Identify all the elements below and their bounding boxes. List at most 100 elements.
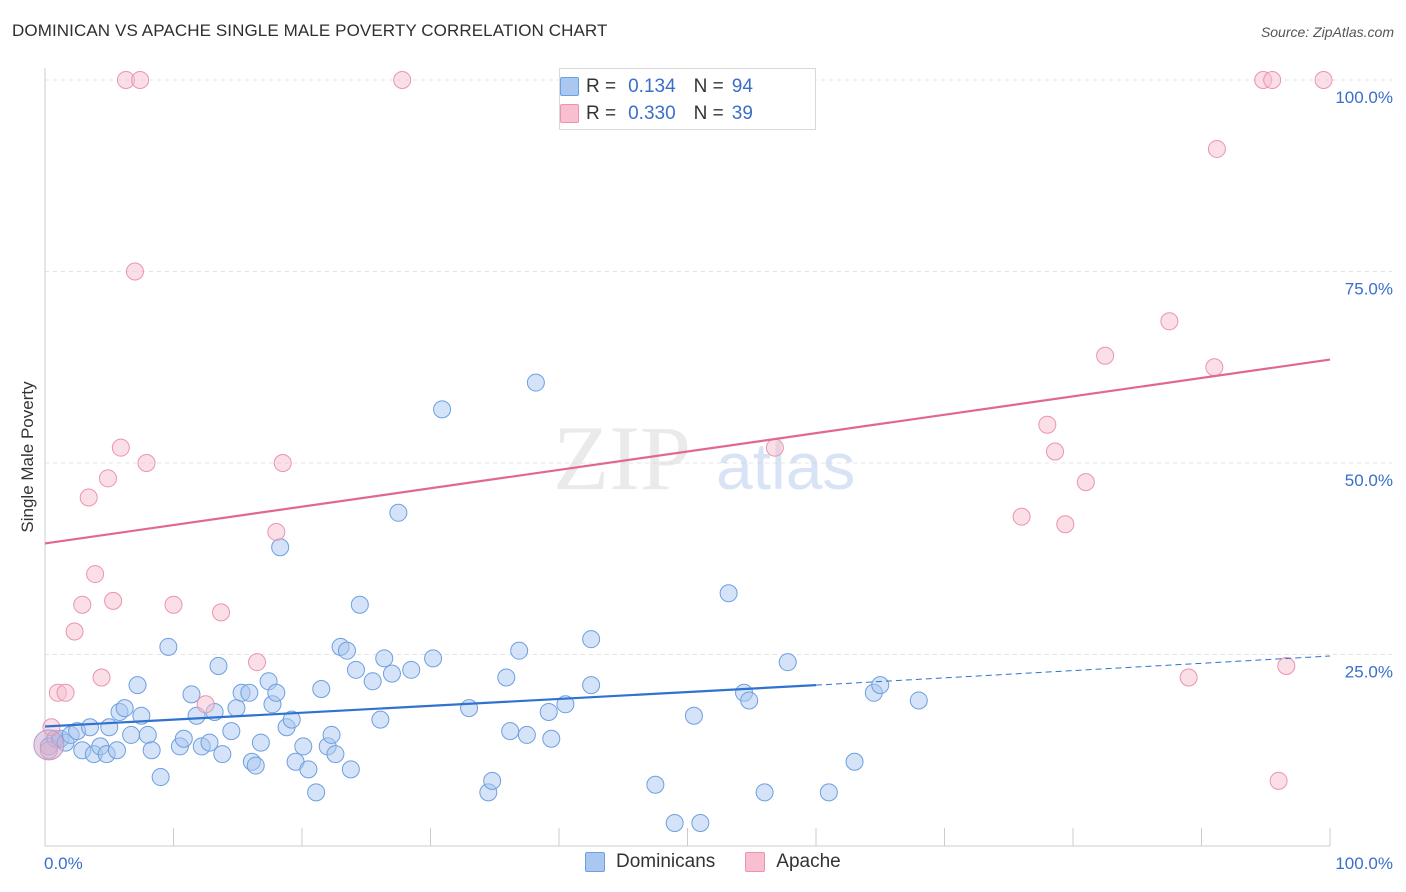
legend-swatch-dominicans: [585, 852, 605, 872]
chart-title: DOMINICAN VS APACHE SINGLE MALE POVERTY …: [12, 21, 608, 40]
dominicans-point: [271, 538, 290, 557]
apache-point: [111, 438, 130, 457]
apache-point: [98, 469, 117, 488]
dominicans-point: [582, 630, 601, 649]
dominicans-point: [646, 775, 665, 794]
legend-n-label: N =: [693, 76, 724, 97]
dominicans-point: [128, 676, 147, 695]
series-legend: Dominicans Apache: [585, 851, 871, 873]
legend-label-apache: Apache: [776, 851, 841, 872]
apache-trend-line: [44, 358, 1331, 545]
watermark-atlas: atlas: [716, 429, 855, 503]
dominicans-point: [517, 725, 536, 744]
dominicans-point: [845, 752, 864, 771]
y-tick-label: 100.0%: [1335, 88, 1393, 107]
dominicans-point: [107, 741, 126, 760]
dominicans-point: [460, 699, 479, 718]
dominicans-point: [350, 595, 369, 614]
dominicans-point: [389, 503, 408, 522]
apache-point: [164, 595, 183, 614]
apache-point: [65, 622, 84, 641]
dominicans-point: [424, 649, 443, 668]
dominicans-point: [138, 725, 157, 744]
dominicans-point: [251, 733, 270, 752]
dominicans-point: [115, 699, 134, 718]
dominicans-point: [246, 756, 265, 775]
apache-point: [1263, 71, 1282, 89]
apache-point: [212, 603, 231, 622]
tick-labels: 25.0% 50.0% 75.0% 100.0% 0.0% 100.0%: [44, 88, 1393, 873]
legend-item-dominicans[interactable]: Dominicans: [585, 851, 715, 873]
dominicans-point: [100, 718, 119, 737]
dominicans-point: [312, 679, 331, 698]
y-tick-label: 75.0%: [1345, 280, 1393, 299]
legend-n-label: N =: [693, 103, 724, 124]
legend-label-dominicans: Dominicans: [616, 851, 716, 872]
y-axis-label: Single Male Poverty: [18, 381, 37, 533]
apache-point: [1314, 71, 1333, 89]
dominicans-point: [501, 722, 520, 741]
dominicans-point: [326, 745, 345, 764]
dominicans-point: [691, 814, 710, 833]
apache-point: [1269, 771, 1288, 790]
dominicans-point: [174, 729, 193, 748]
dominicans-point: [483, 771, 502, 790]
dominicans-point: [755, 783, 774, 802]
legend-swatch-apache: [745, 852, 766, 872]
apache-point: [1096, 346, 1115, 365]
apache-point: [1277, 656, 1296, 675]
dominicans-point: [719, 584, 738, 603]
apache-point: [273, 454, 292, 472]
dominicans-point: [556, 695, 575, 714]
legend-row-dominicans: R = 0.134 N = 94: [560, 75, 753, 99]
watermark: ZIP atlas: [553, 407, 855, 509]
dominicans-point: [871, 676, 890, 695]
dominicans-point: [909, 691, 928, 710]
apache-point: [1076, 473, 1095, 492]
apache-point: [1046, 442, 1065, 461]
apache-point: [393, 71, 412, 89]
dominicans-point: [510, 641, 529, 660]
dominicans-point: [222, 722, 241, 741]
y-tick-label: 50.0%: [1345, 471, 1393, 490]
legend-n-value: 94: [731, 76, 753, 97]
dominicans-point: [341, 760, 360, 779]
dominicans-point: [526, 373, 545, 392]
legend-row-apache: R = 0.330 N = 39: [560, 102, 753, 126]
apache-point: [79, 488, 98, 507]
dominicans-point: [582, 676, 601, 695]
dominicans-point: [539, 702, 558, 721]
dominicans-trend-extension: [815, 655, 1331, 686]
dominicans-point: [227, 699, 246, 718]
axes: [44, 68, 1331, 847]
dominicans-point: [122, 725, 141, 744]
dominicans-point: [382, 664, 401, 683]
dominicans-trend-line: [44, 684, 817, 728]
dominicans-point: [819, 783, 838, 802]
watermark-zip: ZIP: [553, 407, 691, 509]
apache-point: [1179, 668, 1198, 687]
apache-point: [1207, 139, 1226, 158]
dominicans-point: [240, 683, 259, 702]
cluster-point: [33, 729, 65, 761]
apache-point: [1012, 507, 1031, 526]
apache-point: [267, 522, 286, 541]
dominicans-point: [740, 691, 759, 710]
source-label: Source: ZipAtlas.com: [1260, 24, 1394, 40]
dominicans-point: [307, 783, 326, 802]
legend-item-apache[interactable]: Apache: [745, 851, 841, 873]
legend-r-label: R =: [586, 103, 617, 124]
apache-point: [1205, 358, 1224, 377]
correlation-legend: R = 0.134 N = 94 R = 0.330 N = 39: [559, 68, 816, 130]
apache-point: [1160, 312, 1179, 331]
dominicans-point: [433, 400, 452, 419]
dominicans-point: [182, 685, 201, 704]
apache-point: [1038, 415, 1057, 434]
dominicans-point: [80, 718, 99, 737]
dominicans-point: [200, 733, 219, 752]
dominicans-point: [322, 725, 341, 744]
dominicans-point: [159, 637, 178, 656]
legend-r-value: 0.330: [628, 103, 676, 124]
data-points: [33, 71, 1333, 833]
